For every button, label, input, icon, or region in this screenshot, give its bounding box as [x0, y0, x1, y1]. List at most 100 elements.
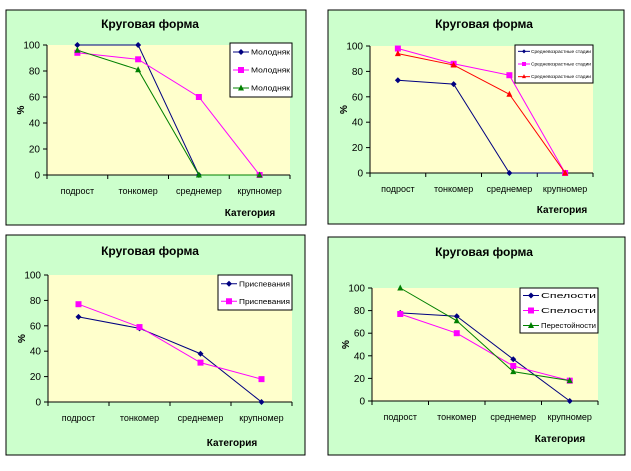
- marker-diamond: [450, 81, 457, 88]
- marker-triangle: [453, 317, 460, 324]
- marker-triangle: [450, 61, 457, 68]
- x-tick-label: подрост: [62, 413, 96, 423]
- x-tick-label: среднемер: [176, 186, 222, 196]
- marker-diamond: [528, 292, 534, 299]
- x-axis-label: Категория: [225, 208, 276, 219]
- x-axis-label: Категория: [537, 205, 588, 216]
- y-tick-label: 60: [354, 329, 366, 340]
- marker-triangle: [394, 50, 401, 57]
- marker-square: [258, 376, 265, 383]
- y-tick-label: 20: [352, 143, 364, 154]
- y-tick-label: 100: [23, 41, 40, 52]
- legend-label: Молодняк: [251, 66, 291, 75]
- x-tick-label: среднемер: [487, 184, 533, 194]
- legend-label: Молодняк: [251, 84, 291, 93]
- y-tick-label: 0: [35, 398, 41, 409]
- series-2: [75, 301, 265, 383]
- marker-diamond: [453, 313, 460, 320]
- y-tick-label: 60: [30, 321, 42, 332]
- marker-square: [75, 301, 82, 308]
- marker-square: [506, 72, 513, 79]
- legend-label: Приспевания: [239, 297, 290, 306]
- y-tick-label: 80: [30, 296, 42, 307]
- series-3: [394, 50, 569, 176]
- marker-triangle: [397, 284, 404, 291]
- y-tick-label: 40: [354, 351, 366, 362]
- series-3: [74, 46, 263, 178]
- marker-triangle: [562, 169, 569, 176]
- y-tick-label: 100: [348, 284, 365, 295]
- y-tick-label: 0: [359, 397, 365, 408]
- marker-diamond: [394, 77, 401, 84]
- marker-diamond: [522, 49, 526, 54]
- marker-diamond: [510, 356, 517, 363]
- legend-label: Перестойности: [541, 321, 596, 330]
- y-tick-label: 80: [352, 67, 364, 78]
- y-tick-label: 20: [29, 145, 41, 156]
- legend-label: Спелости: [541, 291, 596, 300]
- legend-label: Средневозрастные стадии: [531, 74, 592, 79]
- marker-triangle: [238, 84, 244, 91]
- series-line: [77, 52, 261, 176]
- x-tick-label: тонкомер: [119, 186, 158, 196]
- chart-title: Круговая форма: [435, 17, 533, 31]
- marker-square: [238, 67, 244, 73]
- y-tick-label: 20: [30, 372, 42, 383]
- y-tick-label: 20: [354, 374, 366, 385]
- legend: Средневозрастные стадии Средневозрастные …: [514, 44, 594, 84]
- marker-diamond: [197, 350, 204, 357]
- series-line: [397, 53, 566, 174]
- legend-label: Средневозрастные стадии: [531, 49, 592, 54]
- marker-square: [528, 307, 534, 314]
- y-tick-label: 80: [29, 67, 41, 78]
- marker-triangle: [256, 171, 263, 178]
- x-tick-label: крупномер: [239, 413, 283, 423]
- x-tick-label: тонкомер: [437, 412, 476, 422]
- series-line: [400, 313, 570, 382]
- legend: Молодняк Молодняк Молодняк: [229, 42, 293, 98]
- series-line: [397, 79, 566, 174]
- marker-triangle: [528, 322, 534, 328]
- y-tick-label: 60: [352, 92, 364, 103]
- y-tick-label: 40: [352, 118, 364, 129]
- marker-diamond: [135, 42, 142, 48]
- marker-square: [522, 62, 526, 66]
- marker-diamond: [566, 398, 573, 404]
- series-line: [397, 48, 566, 174]
- marker-square: [226, 298, 232, 305]
- marker-diamond: [74, 42, 81, 48]
- series-line: [78, 316, 262, 403]
- legend: Приспевания Приспевания: [217, 274, 293, 311]
- marker-square: [136, 324, 143, 331]
- marker-triangle: [522, 74, 526, 79]
- chart-title: Круговая форма: [101, 244, 199, 258]
- chart-2: Круговая форма 0 20 40 60 80 100 подрост тонкоме…: [327, 9, 625, 225]
- chart-3: Круговая форма 0 20 40 60 80 100 подрост тонкоме…: [5, 234, 306, 456]
- marker-square: [510, 362, 517, 369]
- legend-label: Спелости: [541, 306, 596, 315]
- chart-1: Круговая форма 0 20 40 60 80 100 подрост тонкоме…: [5, 9, 307, 226]
- marker-triangle: [566, 377, 573, 384]
- marker-square: [453, 330, 460, 337]
- y-tick-label: 100: [24, 271, 41, 282]
- chart-4: Круговая форма 0 20 40 60 80 100 подрост тонкоме…: [327, 236, 626, 456]
- marker-square: [135, 56, 142, 63]
- chart-title: Круговая форма: [435, 245, 533, 259]
- x-tick-label: тонкомер: [434, 184, 473, 194]
- marker-diamond: [75, 313, 82, 320]
- y-axis-label: %: [339, 105, 350, 114]
- legend: Спелости Спелости Перестойности: [519, 287, 599, 334]
- series-line: [78, 303, 262, 380]
- marker-square: [74, 49, 81, 56]
- series-line: [399, 287, 570, 382]
- marker-triangle: [135, 66, 142, 73]
- y-tick-label: 0: [34, 171, 40, 182]
- marker-triangle: [74, 46, 81, 53]
- y-tick-label: 0: [357, 169, 363, 180]
- y-tick-label: 40: [30, 347, 42, 358]
- marker-square: [195, 94, 202, 100]
- y-tick-label: 40: [29, 119, 41, 130]
- marker-square: [394, 45, 401, 52]
- chart-title: Круговая форма: [101, 17, 199, 31]
